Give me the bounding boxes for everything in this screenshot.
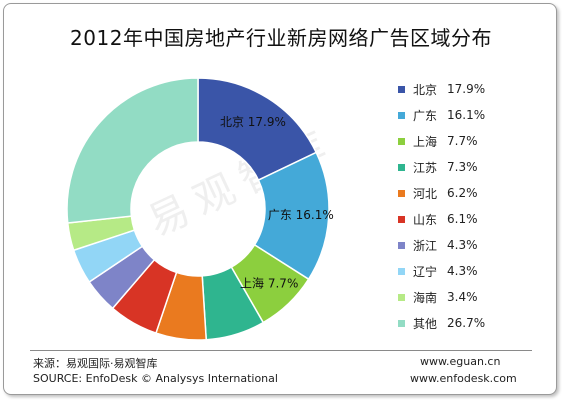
legend-item-8: 辽宁 4.3% — [398, 258, 538, 284]
legend-item-3: 上海 7.7% — [398, 128, 538, 154]
legend-label: 河北 — [413, 186, 438, 201]
footer-divider — [30, 350, 532, 351]
legend-item-5: 河北 6.2% — [398, 180, 538, 206]
legend-label: 北京 — [413, 82, 438, 97]
legend-swatch — [398, 85, 405, 93]
slice-10 — [66, 77, 199, 224]
legend-item-2: 广东 16.1% — [398, 102, 538, 128]
source-en: SOURCE: EnfoDesk © Analysys Internationa… — [33, 372, 278, 385]
legend-swatch — [398, 293, 405, 301]
legend-label: 广东 — [413, 108, 438, 123]
legend-value: 7.7% — [447, 134, 478, 148]
legend-label: 其他 — [413, 316, 438, 331]
legend-swatch — [398, 241, 405, 249]
legend-value: 17.9% — [447, 82, 486, 96]
legend-swatch — [398, 137, 405, 145]
legend-label: 山东 — [413, 212, 438, 227]
legend-swatch — [398, 189, 405, 197]
slice-labels: 北京 17.9% 广东 16.1% 上海 7.7% — [220, 115, 334, 291]
legend-value: 7.3% — [447, 160, 478, 174]
legend-swatch — [398, 111, 405, 119]
slice-label-2: 广东 16.1% — [268, 208, 334, 222]
chart-legend: 北京 17.9% 广东 16.1% 上海 7.7% 江苏 7.3% 河北 6.2% 山东 6.1% 浙江… — [398, 76, 538, 336]
legend-swatch — [398, 215, 405, 223]
legend-swatch — [398, 163, 405, 171]
slice-label-3: 上海 7.7% — [240, 275, 298, 290]
source-cn: 来源：易观国际·易观智库 — [33, 357, 158, 370]
chart-title: 2012年中国房地产行业新房网络广告区域分布 — [70, 26, 492, 50]
legend-item-1: 北京 17.9% — [398, 76, 538, 102]
legend-value: 3.4% — [447, 290, 478, 304]
slice-label-1: 北京 17.9% — [220, 115, 286, 129]
legend-swatch — [398, 319, 405, 327]
legend-item-10: 其他 26.7% — [398, 310, 538, 336]
legend-label: 海南 — [413, 290, 438, 305]
legend-value: 4.3% — [447, 238, 478, 252]
donut-slices — [66, 77, 330, 341]
legend-value: 6.1% — [447, 212, 478, 226]
legend-value: 16.1% — [447, 108, 486, 122]
legend-label: 浙江 — [413, 238, 438, 253]
url-eguan: www.eguan.cn — [420, 355, 501, 368]
legend-item-4: 江苏 7.3% — [398, 154, 538, 180]
legend-value: 4.3% — [447, 264, 478, 278]
legend-label: 辽宁 — [413, 264, 438, 279]
legend-item-9: 海南 3.4% — [398, 284, 538, 310]
url-enfodesk: www.enfodesk.com — [410, 372, 517, 385]
legend-value: 26.7% — [447, 316, 486, 330]
legend-swatch — [398, 267, 405, 275]
legend-value: 6.2% — [447, 186, 478, 200]
legend-label: 江苏 — [413, 160, 438, 175]
legend-item-7: 浙江 4.3% — [398, 232, 538, 258]
legend-item-6: 山东 6.1% — [398, 206, 538, 232]
legend-label: 上海 — [413, 134, 438, 149]
